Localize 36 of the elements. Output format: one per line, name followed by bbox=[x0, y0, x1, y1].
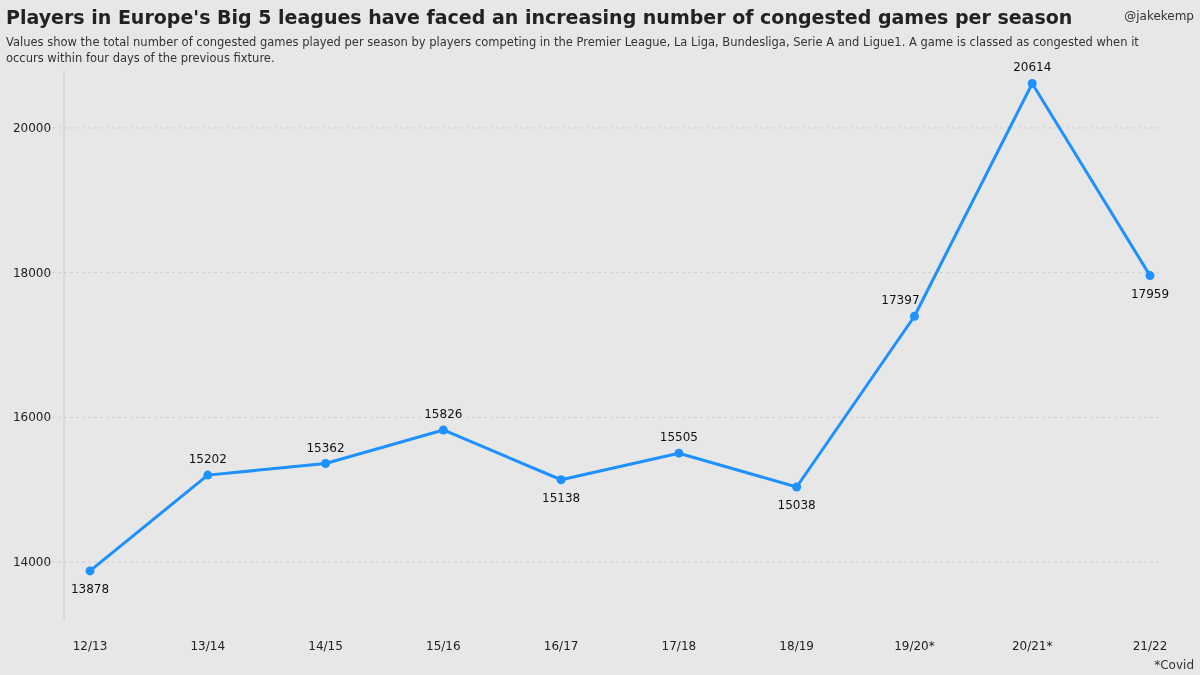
y-tick-label: 20000 bbox=[12, 120, 52, 135]
point bbox=[203, 470, 213, 480]
x-tick-label: 21/22 bbox=[1132, 639, 1168, 653]
point bbox=[792, 482, 802, 492]
point bbox=[321, 459, 331, 469]
point bbox=[438, 425, 448, 435]
point bbox=[1145, 271, 1155, 281]
text: @jakekemp bbox=[1124, 9, 1194, 23]
data-label: 15138 bbox=[542, 490, 581, 505]
x-tick-label: 12/13 bbox=[72, 639, 108, 653]
chart-title: Players in Europe's Big 5 leagues have faced an increasing number of congested games per season bbox=[6, 6, 1073, 28]
x-tick-label: 14/15 bbox=[308, 639, 343, 653]
data-label: 15038 bbox=[777, 497, 816, 512]
x-tick-label: 13/14 bbox=[190, 639, 226, 653]
point bbox=[85, 566, 95, 576]
y-tick-label: 16000 bbox=[12, 410, 52, 425]
point bbox=[674, 448, 684, 458]
y-tick-label: 18000 bbox=[12, 265, 52, 280]
point bbox=[556, 475, 566, 485]
x-tick-label: 16/17 bbox=[543, 639, 579, 653]
point bbox=[909, 311, 919, 321]
data-label: 13878 bbox=[70, 581, 110, 596]
data-label: 17959 bbox=[1130, 286, 1170, 301]
x-tick-label: 18/19 bbox=[779, 639, 814, 653]
data-label: 15505 bbox=[659, 430, 698, 445]
data-label: 15362 bbox=[306, 440, 345, 455]
x-tick-label: 17/18 bbox=[661, 639, 697, 653]
x-tick-label: 20/21* bbox=[1011, 639, 1053, 653]
y-tick-label: 14000 bbox=[12, 555, 52, 570]
data-label: 17397 bbox=[881, 293, 920, 308]
x-tick-label: 19/20* bbox=[894, 639, 935, 653]
data-label: 15826 bbox=[424, 406, 463, 421]
x-tick-label: 15/16 bbox=[426, 639, 461, 653]
point bbox=[1027, 78, 1037, 88]
text: *Covid bbox=[1154, 658, 1194, 672]
data-label: 15202 bbox=[188, 452, 227, 467]
